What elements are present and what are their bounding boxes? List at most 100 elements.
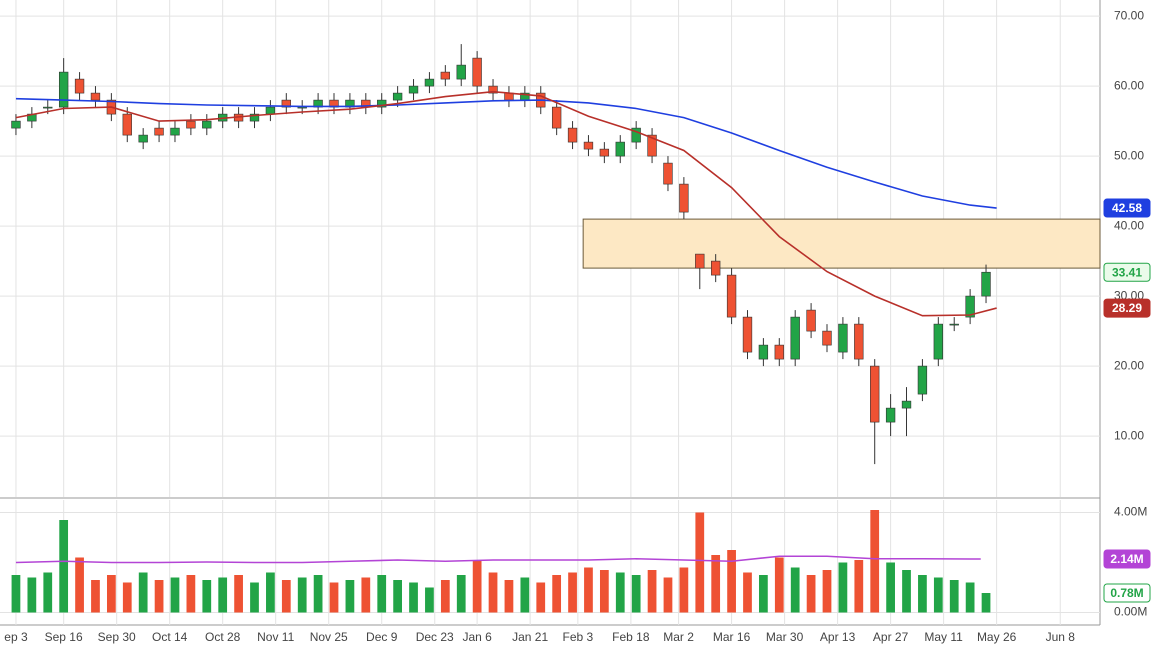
value-tag bbox=[1103, 549, 1151, 569]
volume-bar bbox=[75, 557, 84, 613]
candle-body bbox=[742, 316, 753, 353]
volume-bar bbox=[806, 575, 816, 613]
candle-body bbox=[838, 323, 848, 353]
volume-bar bbox=[281, 580, 291, 613]
candle-body bbox=[265, 106, 276, 115]
volume-bar bbox=[647, 570, 657, 613]
candle-body bbox=[822, 330, 832, 346]
candle-body bbox=[90, 92, 101, 101]
candle-body bbox=[679, 183, 689, 213]
volume-bar bbox=[918, 575, 927, 613]
candle-body bbox=[901, 400, 912, 409]
candle-body bbox=[711, 260, 721, 276]
volume-bar bbox=[568, 572, 577, 613]
y2-tick-label: 4.00M bbox=[1114, 505, 1147, 519]
candle-body bbox=[933, 323, 943, 360]
candle-body bbox=[122, 113, 132, 136]
x-tick-label: May 11 bbox=[924, 630, 963, 644]
volume-bar bbox=[345, 580, 355, 613]
candle-body bbox=[885, 407, 896, 423]
candle-body bbox=[424, 78, 435, 87]
volume-bar bbox=[122, 582, 132, 613]
candle-body bbox=[583, 141, 594, 150]
candle-body bbox=[138, 134, 148, 143]
volume-bar bbox=[456, 575, 466, 613]
x-tick-label: Feb 18 bbox=[612, 630, 650, 644]
x-tick-label: Nov 11 bbox=[257, 630, 294, 644]
x-tick-label: Jan 21 bbox=[512, 630, 548, 644]
candle-body bbox=[551, 106, 562, 129]
candle-body bbox=[870, 365, 880, 423]
volume-bar bbox=[43, 572, 53, 613]
volume-bar bbox=[409, 582, 418, 613]
volume-bar bbox=[361, 577, 371, 613]
candle-body bbox=[154, 127, 164, 136]
volume-bar bbox=[266, 572, 275, 613]
volume-bar bbox=[186, 575, 196, 613]
volume-bar bbox=[902, 570, 911, 613]
volume-bar bbox=[870, 510, 880, 613]
volume-bar bbox=[234, 575, 243, 613]
value-tag bbox=[1103, 262, 1151, 282]
x-tick-label: Sep 30 bbox=[98, 630, 136, 644]
x-tick-label: ep 3 bbox=[4, 630, 28, 644]
volume-bar bbox=[154, 580, 164, 613]
candle-body bbox=[599, 148, 610, 157]
candle-body bbox=[11, 120, 21, 129]
volume-bar bbox=[759, 575, 768, 613]
volume-bar bbox=[329, 582, 339, 613]
volume-bar bbox=[949, 580, 959, 613]
volume-bar bbox=[250, 582, 259, 613]
price-zone bbox=[582, 218, 1101, 269]
candle-body bbox=[408, 85, 419, 94]
candle-body bbox=[456, 64, 466, 80]
candle-body bbox=[663, 162, 673, 185]
volume-bar bbox=[727, 550, 736, 613]
value-tag-label: 2.14M bbox=[1110, 552, 1143, 566]
candle-body bbox=[74, 78, 85, 94]
volume-bar bbox=[218, 577, 228, 613]
candle-body bbox=[472, 57, 482, 87]
volume-bar bbox=[663, 577, 673, 613]
candle-body bbox=[790, 316, 800, 360]
x-tick-label: Dec 9 bbox=[366, 630, 398, 644]
value-tag bbox=[1103, 298, 1151, 318]
volume-bar bbox=[981, 593, 991, 613]
volume-bar bbox=[202, 580, 212, 613]
volume-bar bbox=[313, 575, 323, 613]
candle-body bbox=[297, 106, 307, 109]
candle-body bbox=[58, 71, 69, 108]
value-tag-label: 42.58 bbox=[1112, 201, 1142, 215]
volume-bar bbox=[615, 572, 625, 613]
volume-bar bbox=[886, 562, 895, 613]
volume-bar bbox=[106, 575, 116, 613]
volume-bar bbox=[11, 575, 21, 613]
volume-bar bbox=[599, 570, 609, 613]
candle-body bbox=[949, 323, 959, 326]
volume-bar bbox=[138, 572, 148, 613]
moving-average bbox=[15, 555, 981, 564]
volume-bar bbox=[59, 520, 69, 613]
volume-bar bbox=[631, 575, 641, 613]
volume-bar bbox=[170, 577, 180, 613]
volume-bar bbox=[743, 572, 752, 613]
candle-body bbox=[249, 113, 260, 122]
candle-body bbox=[567, 127, 578, 143]
candle-body bbox=[647, 134, 657, 157]
volume-bar bbox=[472, 560, 482, 613]
y-tick-label: 40.00 bbox=[1114, 218, 1144, 232]
volume-bar bbox=[790, 567, 800, 613]
candle-body bbox=[392, 92, 403, 101]
moving-average bbox=[15, 90, 997, 317]
x-tick-label: Jan 6 bbox=[462, 630, 492, 644]
volume-bar bbox=[679, 567, 689, 613]
x-tick-label: Mar 16 bbox=[713, 630, 751, 644]
candle-body bbox=[488, 85, 498, 94]
x-tick-label: Oct 28 bbox=[205, 630, 241, 644]
moving-average bbox=[15, 97, 997, 209]
value-tag-label: 33.41 bbox=[1112, 265, 1142, 279]
x-tick-label: Mar 2 bbox=[663, 630, 694, 644]
volume-bar bbox=[393, 580, 402, 613]
volume-bar bbox=[695, 512, 705, 613]
value-tag-label: 28.29 bbox=[1112, 301, 1142, 315]
